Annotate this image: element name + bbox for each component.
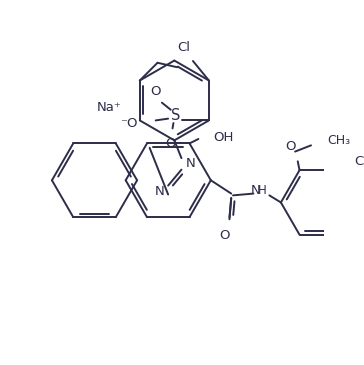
Text: Cl: Cl: [355, 155, 364, 168]
Text: H: H: [258, 184, 267, 197]
Text: N: N: [250, 184, 260, 197]
Text: S: S: [170, 108, 180, 123]
Text: N: N: [185, 157, 195, 170]
Text: ⁻O: ⁻O: [120, 116, 138, 130]
Text: O: O: [285, 140, 296, 153]
Text: O: O: [166, 137, 176, 150]
Text: Na⁺: Na⁺: [96, 101, 121, 114]
Text: CH₃: CH₃: [327, 134, 350, 147]
Text: OH: OH: [214, 131, 234, 144]
Text: N: N: [154, 185, 164, 198]
Text: O: O: [219, 229, 229, 242]
Text: Cl: Cl: [178, 41, 191, 54]
Text: O: O: [150, 85, 161, 98]
